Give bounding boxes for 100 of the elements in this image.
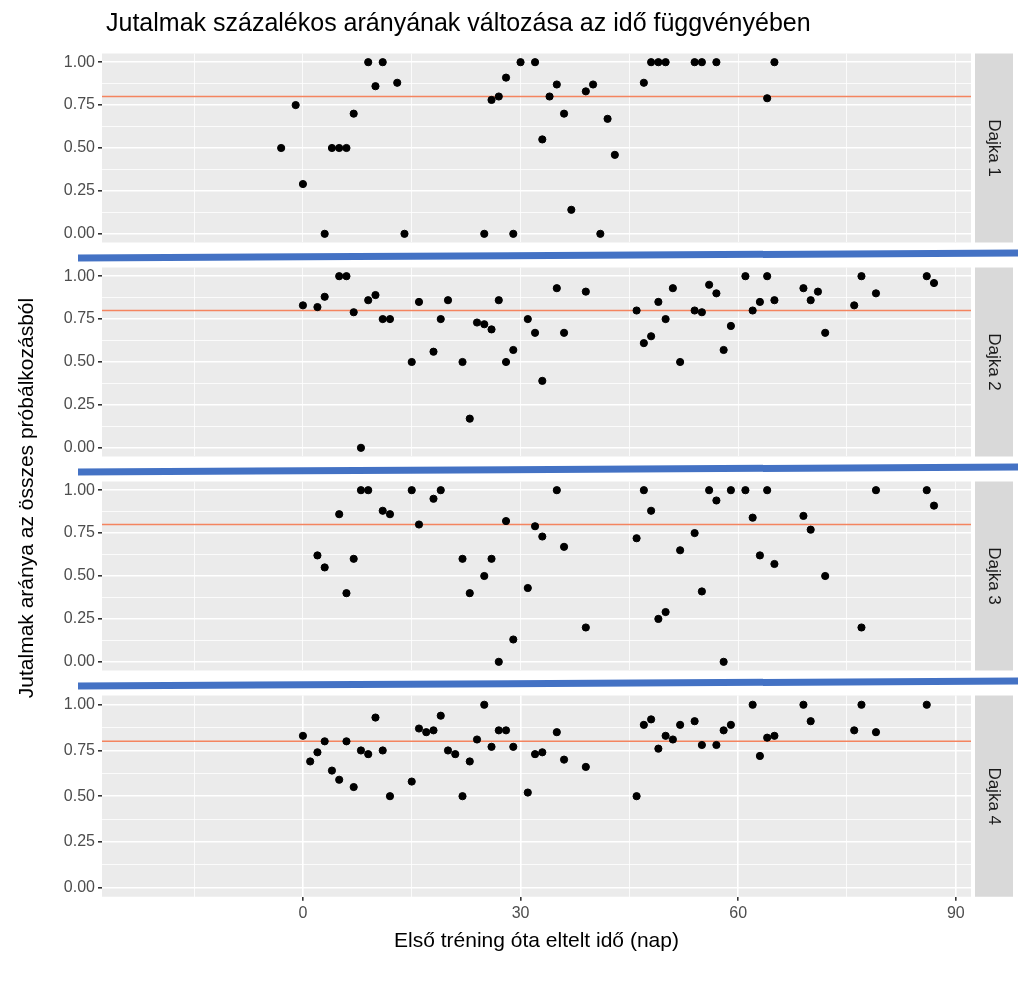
point [422, 728, 431, 737]
point [327, 766, 337, 775]
point [647, 506, 656, 515]
point [654, 614, 663, 624]
point [697, 58, 706, 67]
point [509, 345, 518, 355]
point [559, 328, 569, 337]
point [654, 297, 663, 307]
point [719, 726, 728, 735]
point [813, 287, 823, 296]
point [458, 792, 467, 801]
x-axis-title: Első tréning óta eltelt idő (nap) [393, 928, 680, 952]
point [821, 571, 830, 581]
point [661, 314, 670, 324]
y-tick-label: 0.75 [63, 523, 96, 541]
point [364, 296, 373, 305]
point [509, 742, 518, 751]
point [407, 777, 416, 786]
point [349, 782, 358, 792]
point [763, 272, 772, 281]
point [335, 775, 344, 784]
y-tick-label: 0.25 [63, 395, 96, 413]
point [494, 726, 503, 735]
point [850, 726, 859, 735]
point [523, 314, 532, 324]
point [530, 328, 540, 337]
point [639, 720, 648, 729]
point [349, 308, 358, 317]
point [871, 728, 881, 737]
point [313, 748, 322, 757]
point [298, 179, 308, 189]
point [763, 733, 772, 742]
point [538, 532, 547, 541]
point [371, 290, 380, 300]
point [712, 496, 721, 505]
point [581, 623, 590, 632]
point [429, 347, 438, 356]
point [327, 143, 337, 153]
point [821, 328, 830, 337]
point [335, 272, 344, 281]
point [799, 511, 808, 521]
point [494, 92, 503, 101]
point [922, 272, 931, 281]
point [472, 318, 482, 327]
point [385, 792, 395, 801]
point [697, 587, 706, 596]
point [726, 321, 735, 331]
point [538, 135, 547, 144]
y-tick-label: 0.00 [63, 224, 96, 242]
point [545, 92, 554, 101]
point [349, 109, 358, 118]
point [763, 486, 772, 495]
point [755, 551, 765, 560]
point [407, 357, 416, 367]
point [436, 711, 445, 720]
point [697, 740, 706, 750]
y-tick-label: 0.00 [63, 878, 96, 896]
point [705, 486, 714, 495]
point [523, 788, 532, 797]
point [712, 58, 721, 67]
point [559, 109, 569, 118]
point [596, 229, 605, 238]
point [335, 510, 344, 519]
point [320, 292, 329, 301]
y-tick-label: 0.75 [63, 740, 96, 758]
point [661, 731, 670, 740]
point [712, 289, 721, 298]
point [929, 278, 939, 288]
point [552, 80, 561, 89]
point [400, 229, 409, 238]
point [465, 414, 474, 423]
point [559, 542, 569, 551]
point [676, 357, 685, 367]
point [429, 726, 438, 735]
point [306, 757, 315, 766]
point [581, 762, 590, 772]
point [385, 510, 395, 519]
point [581, 287, 590, 296]
y-tick-label: 0.50 [63, 566, 96, 584]
point [414, 297, 424, 307]
point [552, 486, 561, 495]
point [676, 546, 685, 555]
point [501, 726, 511, 735]
x-tick-label: 60 [729, 903, 748, 921]
point [480, 320, 489, 329]
y-tick-label: 0.50 [63, 352, 96, 370]
point [741, 272, 750, 281]
point [748, 513, 757, 522]
y-tick-label: 0.50 [63, 786, 96, 804]
point [799, 284, 808, 293]
point [371, 713, 380, 722]
point [320, 229, 329, 238]
point [857, 623, 866, 632]
point [356, 443, 366, 452]
point [501, 73, 511, 82]
point [443, 296, 453, 305]
point [494, 657, 503, 666]
point [647, 332, 656, 341]
point [371, 82, 380, 91]
point [465, 757, 474, 766]
